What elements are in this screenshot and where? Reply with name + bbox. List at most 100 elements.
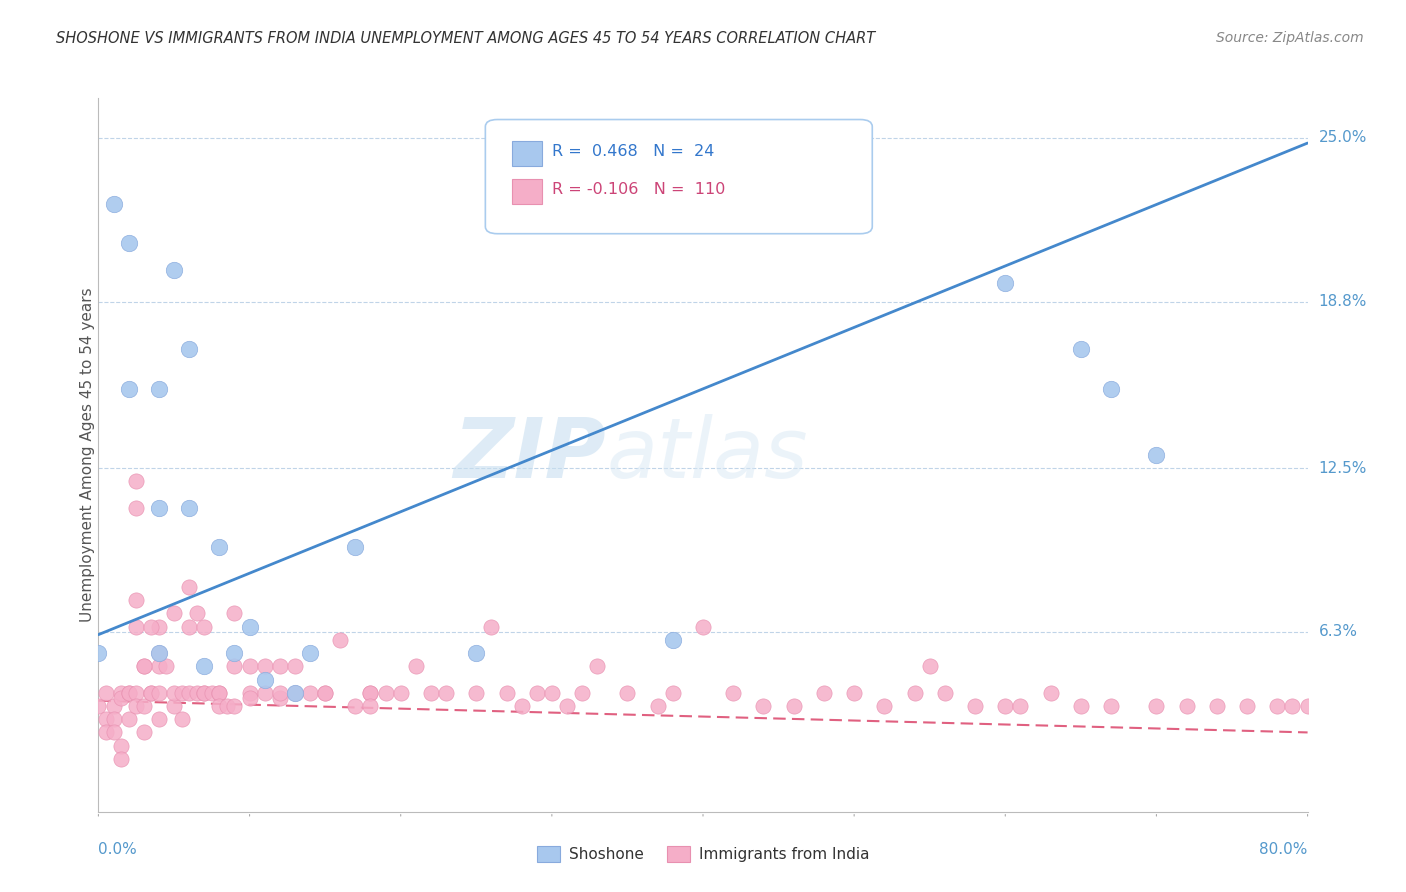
Text: R =  0.468   N =  24: R = 0.468 N = 24: [551, 145, 714, 159]
Point: [224, 646, 246, 660]
Point: [284, 686, 307, 700]
Point: [103, 197, 125, 211]
Point: [215, 698, 238, 713]
Point: [163, 263, 186, 277]
Point: [148, 500, 170, 515]
Text: 80.0%: 80.0%: [1260, 842, 1308, 857]
Text: 18.8%: 18.8%: [1319, 294, 1367, 310]
Point: [94, 725, 117, 739]
Point: [148, 712, 170, 726]
Point: [555, 698, 578, 713]
Point: [125, 686, 148, 700]
Point: [125, 620, 148, 634]
Point: [314, 686, 336, 700]
Point: [269, 686, 291, 700]
Point: [193, 620, 215, 634]
Text: 12.5%: 12.5%: [1319, 460, 1367, 475]
Point: [148, 382, 170, 396]
Point: [540, 686, 562, 700]
Point: [186, 607, 208, 621]
Point: [118, 712, 141, 726]
Point: [526, 686, 548, 700]
Point: [118, 686, 141, 700]
Point: [201, 686, 224, 700]
Point: [125, 500, 148, 515]
Point: [481, 620, 503, 634]
Point: [193, 659, 215, 673]
Point: [132, 725, 155, 739]
Point: [360, 686, 382, 700]
Point: [177, 620, 201, 634]
Point: [110, 691, 132, 706]
Point: [465, 646, 488, 660]
Point: [239, 686, 262, 700]
Point: [163, 686, 186, 700]
Point: [118, 686, 141, 700]
Point: [1099, 382, 1122, 396]
Point: [405, 659, 427, 673]
Point: [510, 698, 533, 713]
Text: R = -0.106   N =  110: R = -0.106 N = 110: [551, 182, 725, 197]
Point: [1265, 698, 1288, 713]
Point: [269, 691, 291, 706]
Point: [208, 686, 231, 700]
Point: [419, 686, 441, 700]
Point: [299, 686, 322, 700]
Point: [141, 686, 163, 700]
Point: [239, 691, 262, 706]
Point: [186, 686, 208, 700]
Point: [873, 698, 896, 713]
Point: [224, 659, 246, 673]
Point: [125, 475, 148, 489]
Point: [1144, 448, 1167, 462]
Text: 25.0%: 25.0%: [1319, 130, 1367, 145]
Point: [434, 686, 457, 700]
Point: [148, 620, 170, 634]
Point: [752, 698, 775, 713]
Point: [208, 686, 231, 700]
Point: [994, 698, 1017, 713]
Point: [965, 698, 987, 713]
Point: [148, 646, 170, 660]
Point: [177, 686, 201, 700]
Point: [495, 686, 517, 700]
Point: [389, 686, 412, 700]
Point: [284, 686, 307, 700]
Point: [904, 686, 927, 700]
Point: [253, 686, 276, 700]
Point: [299, 646, 322, 660]
Point: [118, 382, 141, 396]
Point: [813, 686, 835, 700]
Point: [269, 659, 291, 673]
Point: [208, 698, 231, 713]
Point: [125, 593, 148, 607]
Point: [141, 686, 163, 700]
Point: [170, 712, 193, 726]
Point: [586, 659, 609, 673]
Point: [1070, 342, 1092, 356]
Point: [141, 620, 163, 634]
Point: [170, 686, 193, 700]
Point: [224, 607, 246, 621]
Point: [360, 698, 382, 713]
Point: [374, 686, 396, 700]
Point: [253, 673, 276, 687]
Point: [1010, 698, 1032, 713]
Point: [163, 698, 186, 713]
Point: [994, 276, 1017, 290]
Point: [148, 659, 170, 673]
Bar: [512, 178, 543, 203]
Text: 0.0%: 0.0%: [98, 842, 138, 857]
Y-axis label: Unemployment Among Ages 45 to 54 years: Unemployment Among Ages 45 to 54 years: [80, 287, 94, 623]
Point: [193, 686, 215, 700]
Point: [284, 659, 307, 673]
Point: [110, 739, 132, 753]
Point: [148, 646, 170, 660]
Point: [132, 659, 155, 673]
Point: [721, 686, 744, 700]
Text: Source: ZipAtlas.com: Source: ZipAtlas.com: [1216, 31, 1364, 45]
Point: [661, 686, 683, 700]
Point: [1070, 698, 1092, 713]
Point: [661, 632, 683, 647]
Point: [208, 541, 231, 555]
